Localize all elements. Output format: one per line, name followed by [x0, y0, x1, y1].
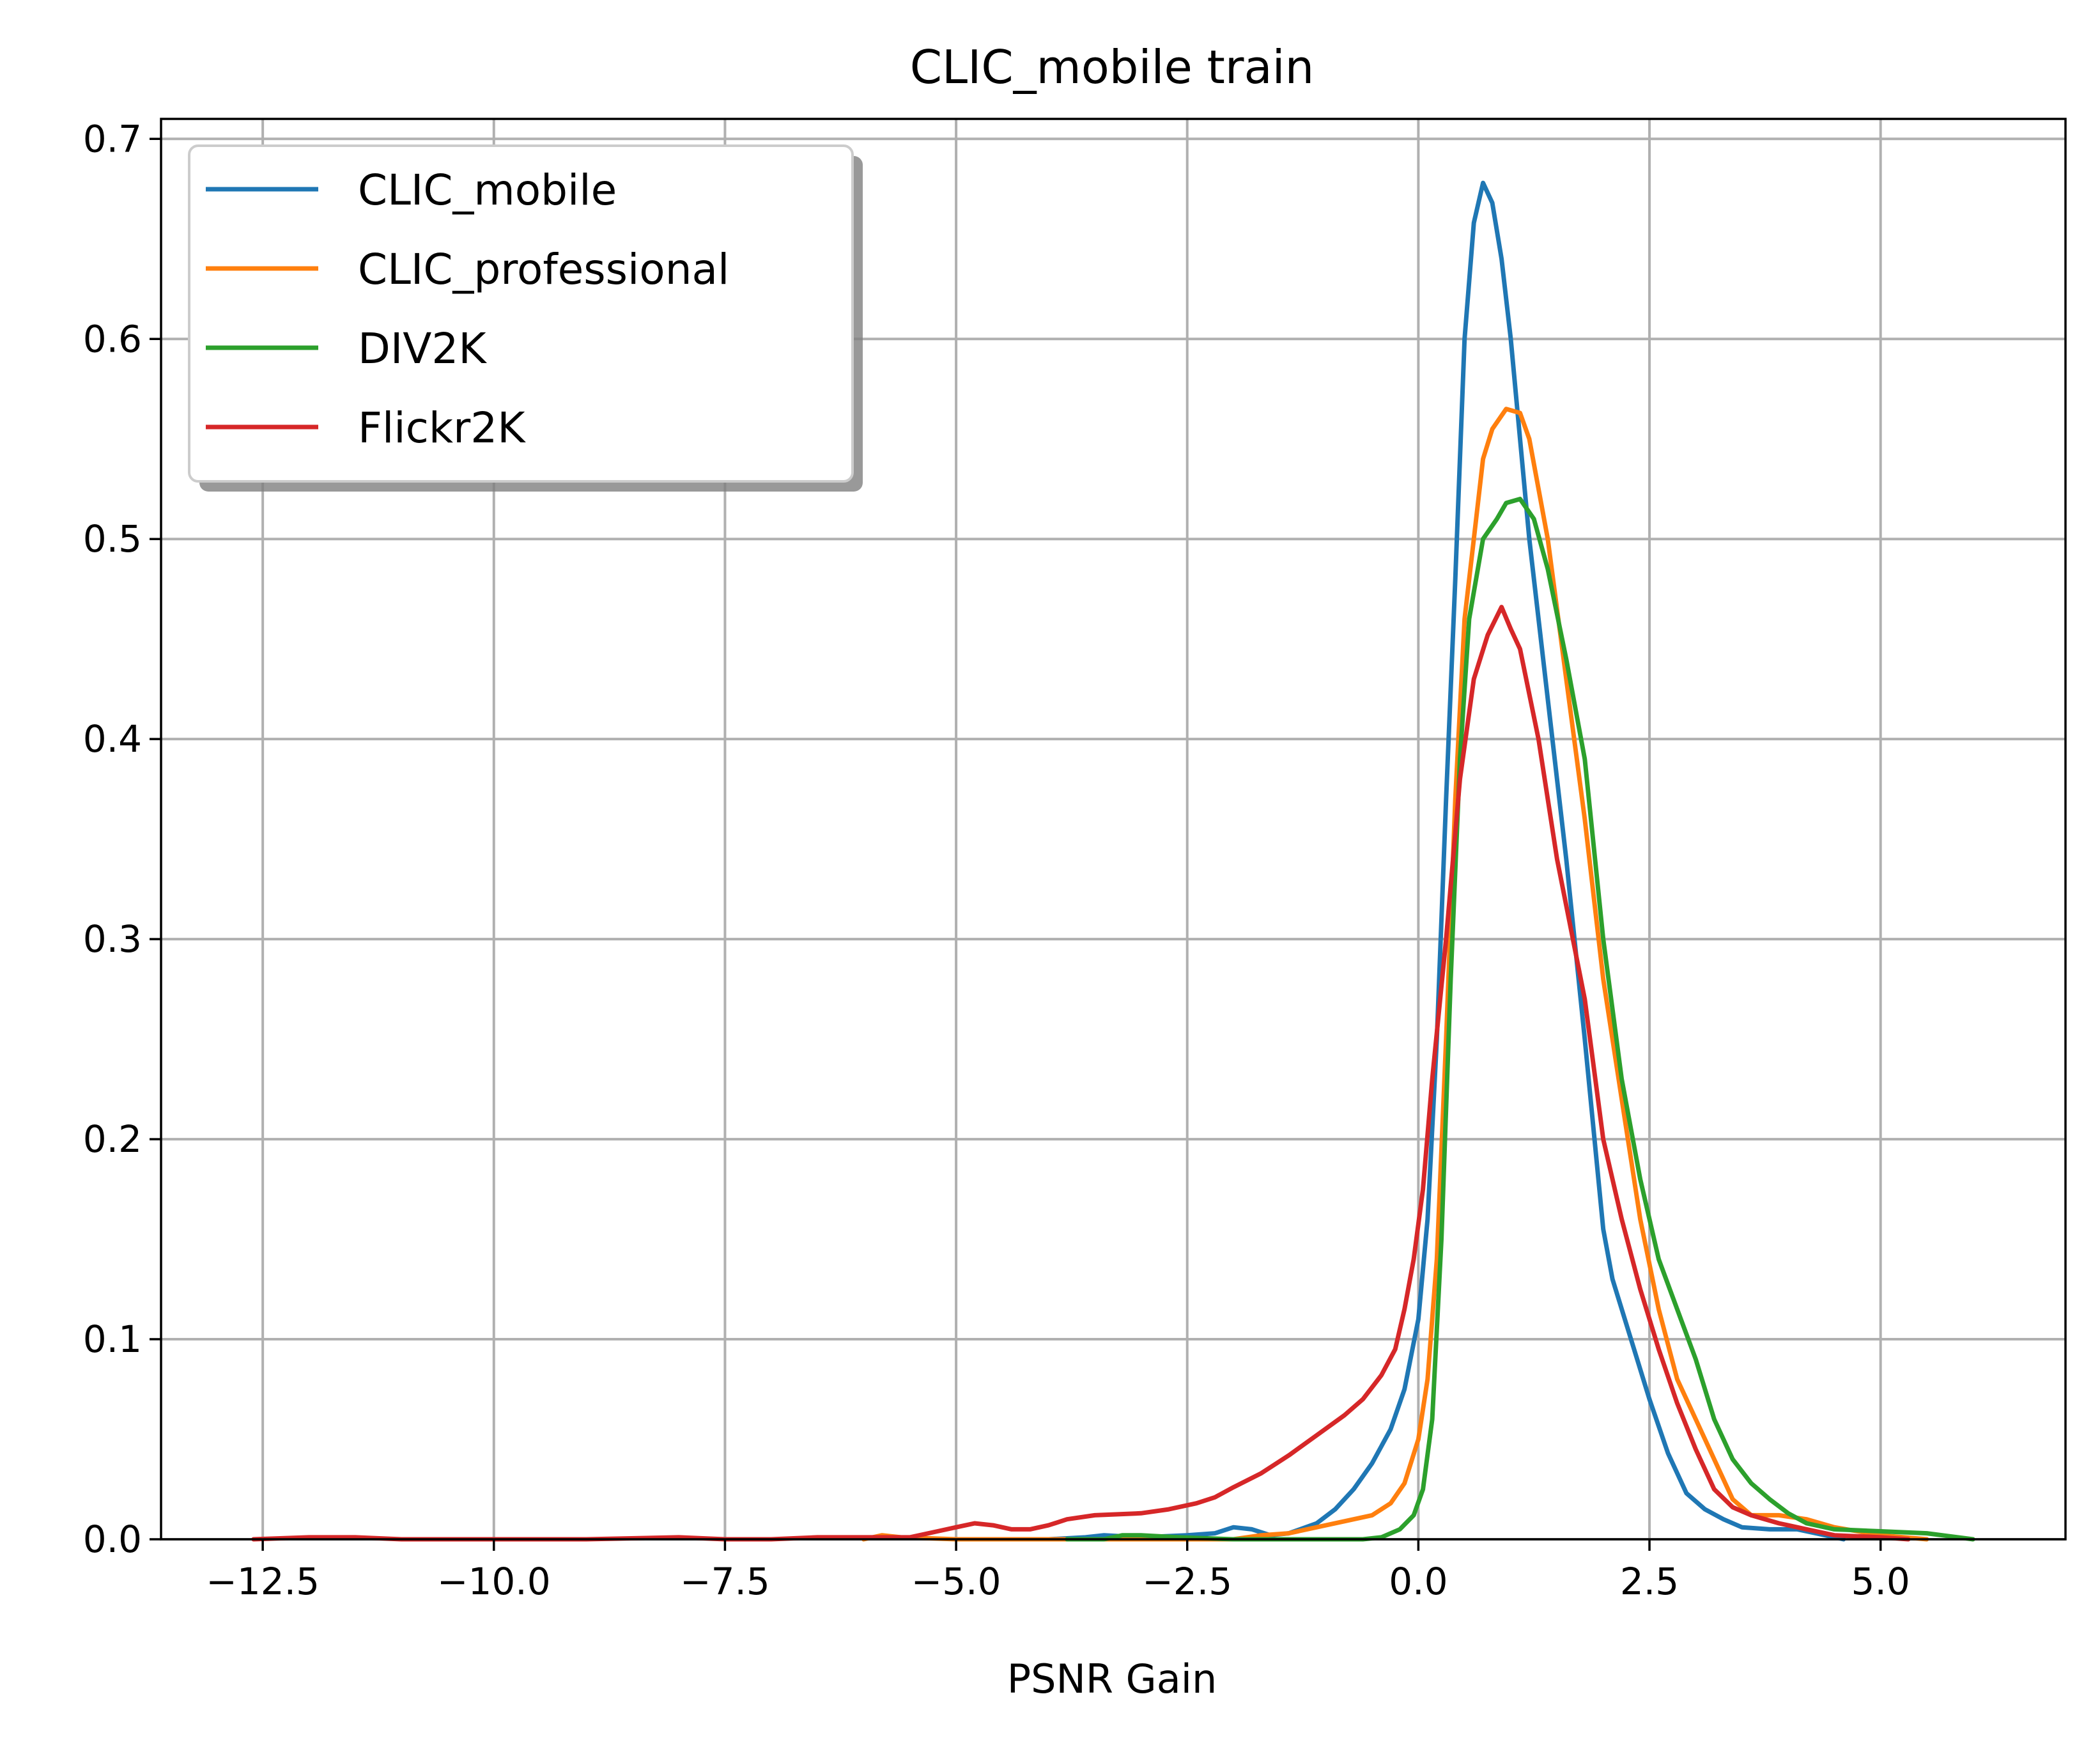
series-line-flickr2k	[251, 605, 1911, 1542]
plot-frame	[160, 118, 2067, 1541]
legend: CLIC_mobile CLIC_professional DIV2K Flickr2…	[188, 144, 863, 492]
legend-entries: CLIC_mobile CLIC_professional DIV2K Flickr2…	[206, 166, 729, 453]
x-tick-label: 0.0	[1389, 1560, 1448, 1603]
series-line-clic-professional	[861, 407, 1929, 1542]
y-tick-label: 0.1	[83, 1317, 142, 1361]
y-tick-label: 0.7	[83, 117, 142, 160]
y-axis-ticks: 0.0 0.1 0.2 0.3 0.4 0.5 0.6 0.7	[83, 117, 161, 1561]
x-tick-label: 2.5	[1620, 1560, 1679, 1603]
series-line-clic-mobile	[1046, 180, 1846, 1542]
y-tick-label: 0.4	[83, 717, 142, 761]
x-tick-label: −7.5	[680, 1560, 770, 1603]
legend-box	[188, 144, 854, 483]
legend-label: DIV2K	[358, 324, 487, 373]
legend-label: Flickr2K	[358, 403, 526, 453]
y-tick-label: 0.0	[83, 1518, 142, 1561]
x-axis-ticks: −12.5 −10.0 −7.5 −5.0 −2.5 0.0 2.5 5.0	[206, 1539, 1910, 1603]
y-tick-label: 0.6	[83, 317, 142, 361]
x-tick-label: −10.0	[437, 1560, 551, 1603]
x-axis-label: PSNR Gain	[1007, 1656, 1217, 1702]
x-tick-label: −2.5	[1142, 1560, 1232, 1603]
y-tick-label: 0.3	[83, 917, 142, 961]
legend-label: CLIC_professional	[358, 245, 729, 294]
chart-title: CLIC_mobile train	[910, 40, 1315, 94]
legend-label: CLIC_mobile	[358, 166, 617, 215]
x-tick-label: −5.0	[911, 1560, 1001, 1603]
x-tick-label: 5.0	[1851, 1560, 1910, 1603]
x-tick-label: −12.5	[206, 1560, 320, 1603]
y-tick-label: 0.2	[83, 1117, 142, 1161]
y-tick-label: 0.5	[83, 517, 142, 561]
